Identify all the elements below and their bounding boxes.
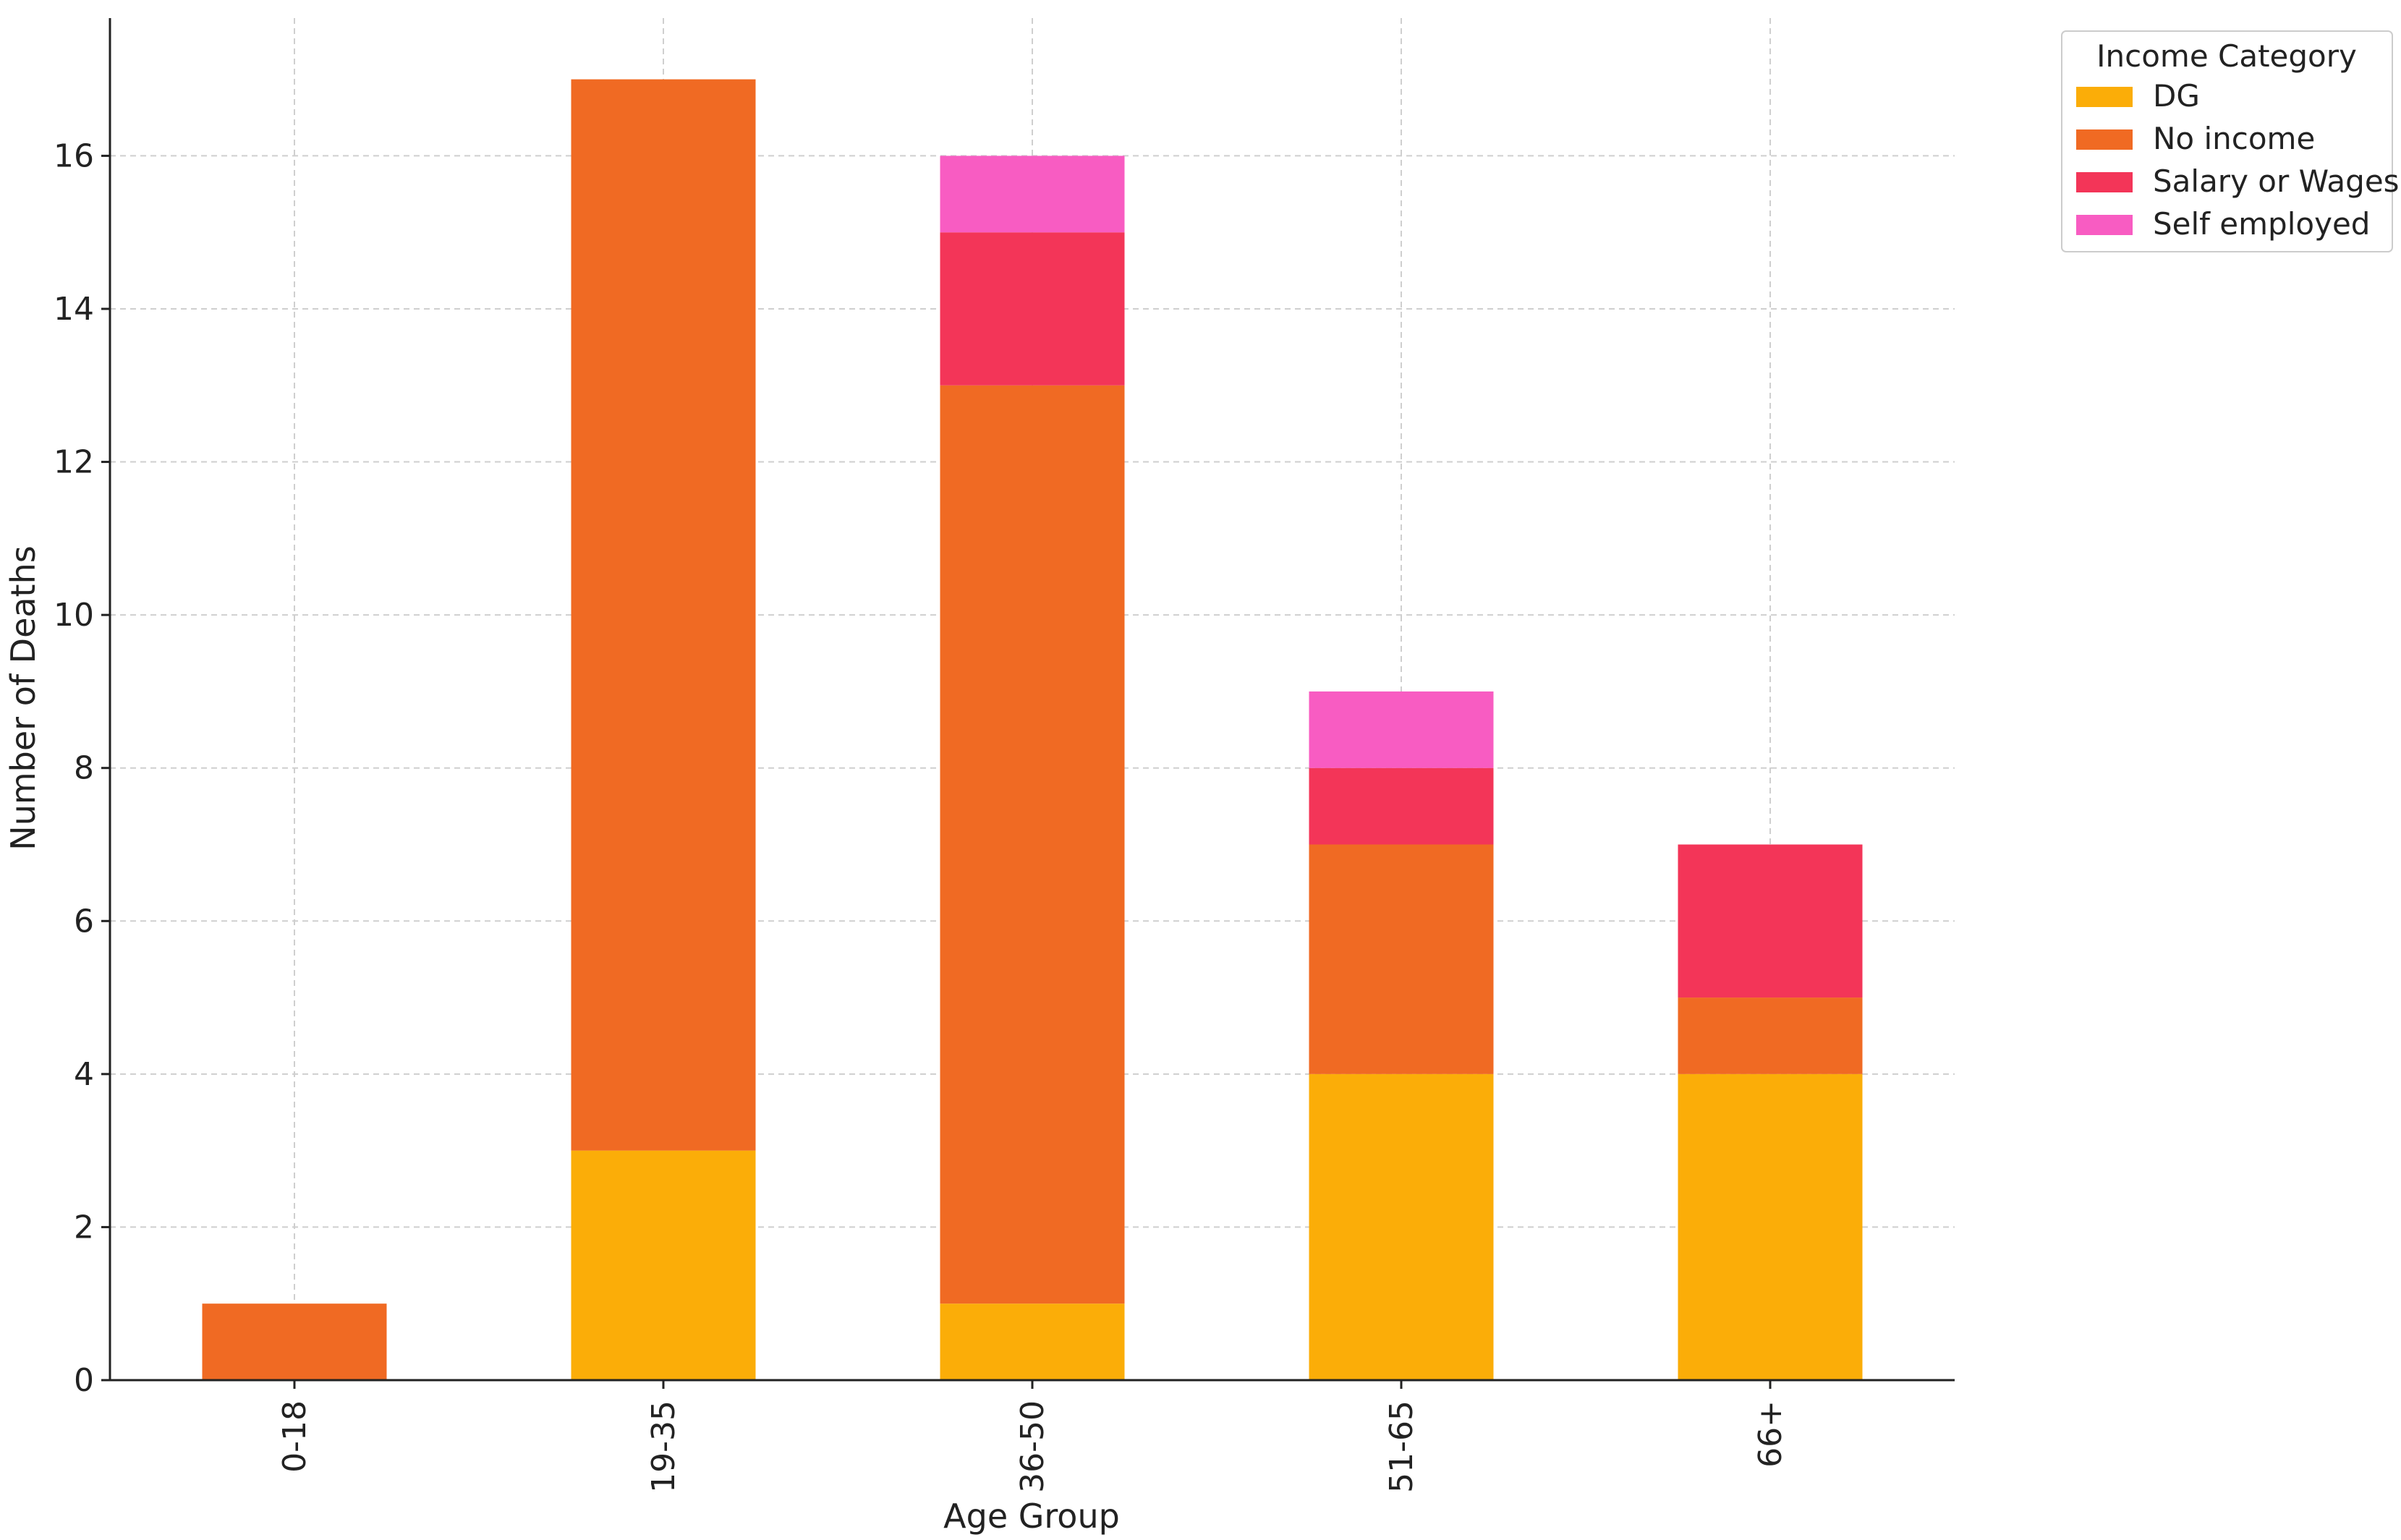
legend-swatch — [2076, 215, 2133, 235]
bar-segment — [1678, 844, 1863, 998]
legend-swatch — [2076, 172, 2133, 192]
bar-segment — [1678, 1073, 1863, 1380]
bar-segment — [940, 156, 1125, 233]
legend-label: DG — [2153, 78, 2200, 114]
y-axis-title: Number of Deaths — [4, 545, 43, 850]
legend-label: Salary or Wages — [2153, 163, 2400, 199]
x-tick-label: 51-65 — [1383, 1400, 1420, 1493]
y-tick-label: 8 — [74, 750, 94, 787]
legend: Income Category DG No income Salary or Wag… — [2061, 30, 2400, 252]
bar-segment — [1678, 997, 1863, 1074]
legend-swatch — [2076, 87, 2133, 107]
x-tick-label: 0-18 — [276, 1400, 313, 1473]
y-tick-label: 16 — [54, 137, 94, 174]
bar-segment — [940, 232, 1125, 386]
legend-entries: DG No income Salary or Wages Self employed — [2076, 78, 2400, 242]
bar-segment — [1309, 1073, 1494, 1380]
legend-label: No income — [2153, 121, 2315, 156]
y-tick-label: 2 — [74, 1209, 94, 1246]
y-tick-label: 4 — [74, 1056, 94, 1093]
y-tick-label: 10 — [54, 597, 94, 634]
legend-label: Self employed — [2153, 206, 2370, 242]
y-tick-label: 6 — [74, 903, 94, 940]
bars — [202, 79, 1863, 1380]
bar-segment — [940, 385, 1125, 1304]
x-axis-title: Age Group — [943, 1497, 1120, 1536]
x-tick-label: 66+ — [1752, 1400, 1789, 1468]
bar-segment — [571, 1150, 756, 1380]
legend-title: Income Category — [2096, 38, 2357, 74]
bar-segment — [1309, 691, 1494, 768]
bar-segment — [1309, 767, 1494, 845]
bar-segment — [571, 79, 756, 1151]
legend-frame — [2061, 30, 2393, 252]
x-tick-label: 19-35 — [645, 1400, 682, 1493]
y-tick-label: 12 — [54, 444, 94, 481]
bar-segment — [940, 1303, 1125, 1380]
bar-segment — [1309, 844, 1494, 1074]
x-tick-label: 36-50 — [1014, 1400, 1051, 1493]
y-tick-label: 0 — [74, 1362, 94, 1399]
y-tick-label: 14 — [54, 291, 94, 328]
legend-swatch — [2076, 129, 2133, 150]
bar-segment — [202, 1303, 387, 1380]
tick-labels: 0 2 4 6 8 10 12 14 16 0-18 19-35 36-50 51-65 66+ — [54, 137, 1789, 1492]
